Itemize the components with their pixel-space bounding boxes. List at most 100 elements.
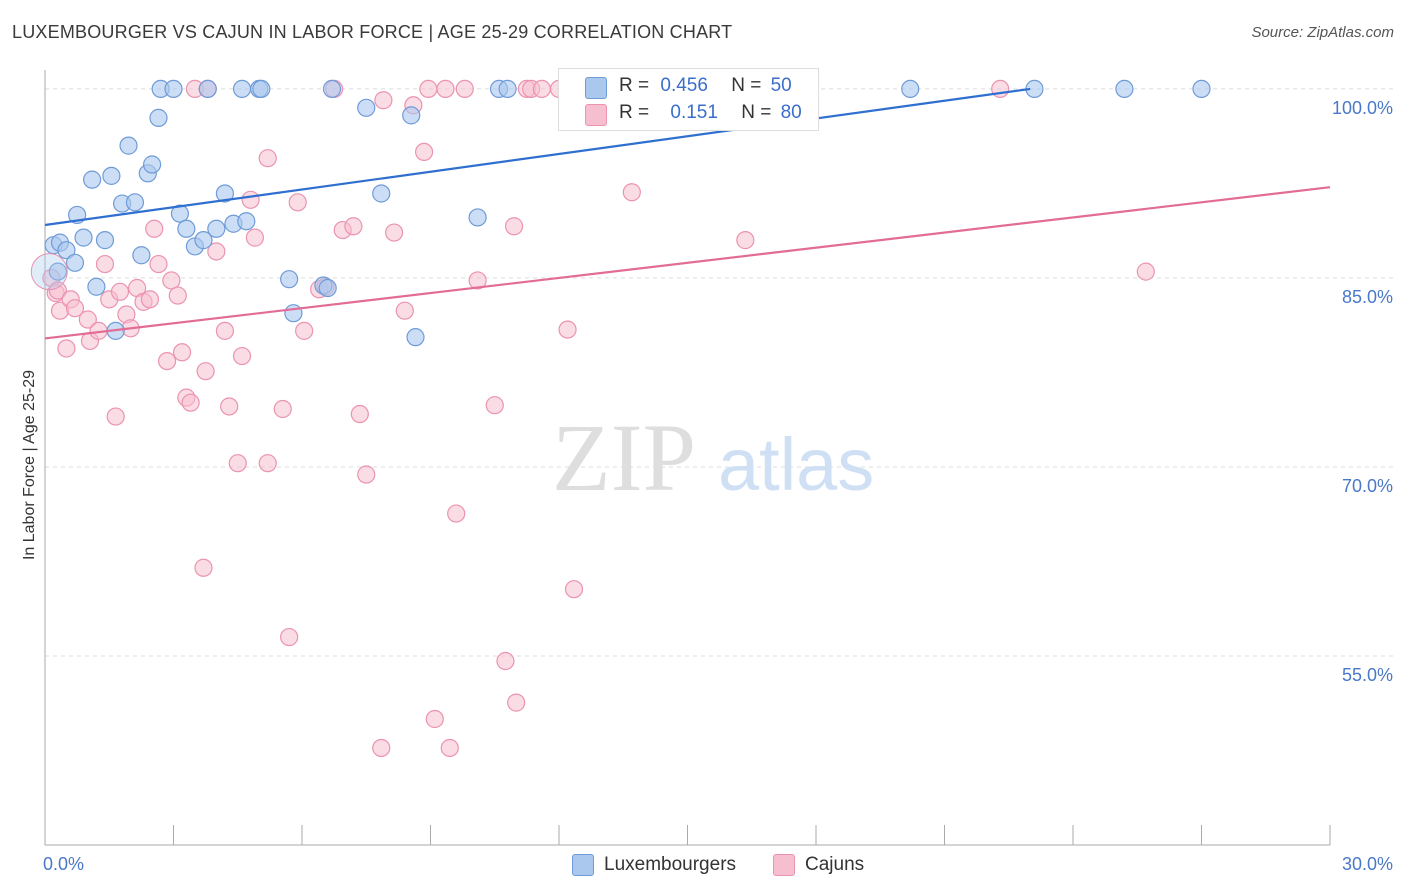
cajun-point — [455, 79, 474, 99]
cajun-point — [350, 404, 369, 424]
cajun-point — [65, 299, 85, 318]
luxembourger-point — [402, 106, 421, 125]
cajun-point — [736, 231, 755, 250]
luxembourger-point — [83, 170, 102, 189]
cajun-point — [374, 91, 393, 110]
gridlines — [45, 88, 1395, 657]
cajun-point — [436, 79, 455, 99]
luxembourger-point — [177, 219, 196, 238]
tick-labels: 100.0% 85.0% 70.0% 55.0% 0.0% 30.0% — [43, 98, 1393, 874]
luxembourger-point — [149, 108, 168, 127]
watermark: ZIP atlas — [552, 404, 874, 511]
cajun-point — [558, 320, 577, 339]
legend-r-value: 0.456 — [660, 75, 708, 96]
luxembourger-point — [215, 184, 234, 203]
cajun-trend-line — [44, 186, 1331, 340]
cajun-point — [245, 228, 264, 247]
luxembourger-point — [901, 79, 920, 99]
cajun-point — [194, 558, 213, 577]
x-tick-label: 0.0% — [43, 854, 84, 874]
luxembourger-point — [318, 278, 337, 298]
luxembourger-point — [87, 277, 106, 296]
legend-row-cajuns: R = 0.151 N = 80 — [619, 102, 802, 124]
cajun-point — [258, 454, 277, 473]
cajun-point — [57, 339, 76, 358]
luxembourger-point — [164, 79, 183, 99]
cajun-point — [78, 310, 97, 329]
cajun-point — [273, 399, 292, 419]
luxembourger-point — [280, 270, 299, 289]
luxembourger-point — [372, 184, 391, 203]
cajun-point — [220, 397, 239, 416]
legend-n-value: 80 — [780, 102, 802, 123]
luxembourger-point — [284, 304, 303, 323]
luxembourger-point — [498, 79, 517, 99]
cajun-point — [295, 321, 314, 340]
cajun-point — [172, 343, 192, 362]
y-tick-label: 70.0% — [1342, 476, 1393, 496]
luxembourger-point — [322, 79, 342, 99]
luxembourger-point — [170, 204, 190, 223]
luxembourger-point — [1192, 79, 1211, 99]
cajun-point — [485, 396, 504, 415]
cajun-point — [532, 79, 551, 99]
luxembourger-point — [119, 136, 138, 155]
cajun-point — [48, 281, 67, 300]
watermark-zip: ZIP — [552, 404, 696, 511]
cajun-point — [181, 393, 200, 412]
cajun-point — [149, 254, 168, 274]
cajun-point — [384, 223, 404, 242]
cajun-point — [288, 193, 307, 212]
luxembourger-point — [198, 79, 217, 99]
legend-row-luxembourgers: R = 0.456 N = 50 — [619, 75, 792, 97]
luxembourger-point — [207, 219, 226, 238]
cajun-point — [440, 738, 459, 758]
cajun-point — [357, 465, 376, 484]
cajun-point — [425, 709, 444, 729]
legend-swatch-luxembourgers — [585, 77, 607, 99]
cajun-point — [468, 271, 487, 290]
cajun-point — [207, 242, 226, 261]
luxembourger-points — [30, 79, 1211, 347]
cajun-point — [564, 580, 584, 599]
cajun-point — [447, 504, 466, 523]
correlation-legend: R = 0.456 N = 50 R = 0.151 N = 80 — [558, 68, 819, 131]
luxembourger-point — [74, 228, 93, 247]
cajun-point — [419, 79, 438, 99]
legend-n-value: 50 — [770, 75, 792, 96]
luxembourger-trend-line — [44, 87, 1031, 227]
cajun-point — [496, 651, 515, 671]
luxembourger-point — [57, 241, 76, 260]
y-tick-label: 55.0% — [1342, 665, 1393, 685]
cajun-point — [162, 271, 181, 290]
luxembourger-point — [48, 262, 67, 281]
chart-title: LUXEMBOURGER VS CAJUN IN LABOR FORCE | A… — [12, 22, 733, 42]
bottom-legend-luxembourgers[interactable]: Luxembourgers — [572, 852, 736, 878]
luxembourger-point — [132, 246, 151, 265]
legend-swatch-icon — [773, 854, 795, 876]
cajun-point — [372, 738, 391, 758]
luxembourger-point — [1115, 79, 1134, 99]
legend-n-label: N = — [731, 75, 762, 96]
luxembourger-point — [102, 166, 121, 185]
cajun-point — [215, 321, 234, 340]
cajun-point — [507, 693, 526, 712]
luxembourger-point — [232, 79, 252, 99]
luxembourger-point — [357, 98, 376, 117]
trend-lines — [44, 87, 1331, 340]
luxembourger-point — [237, 212, 256, 231]
luxembourger-point — [468, 208, 487, 227]
cajun-point — [258, 149, 277, 168]
cajun-point — [110, 282, 130, 301]
luxembourger-point — [95, 231, 115, 250]
watermark-atlas: atlas — [718, 423, 874, 506]
cajun-point — [414, 142, 434, 162]
bottom-legend-cajuns[interactable]: Cajuns — [773, 852, 864, 878]
y-tick-label: 100.0% — [1332, 98, 1393, 118]
x-tick-label: 30.0% — [1342, 854, 1393, 874]
cajun-point — [95, 254, 115, 274]
axes — [44, 70, 1331, 846]
cajun-point — [280, 627, 299, 647]
luxembourger-point — [406, 328, 425, 347]
